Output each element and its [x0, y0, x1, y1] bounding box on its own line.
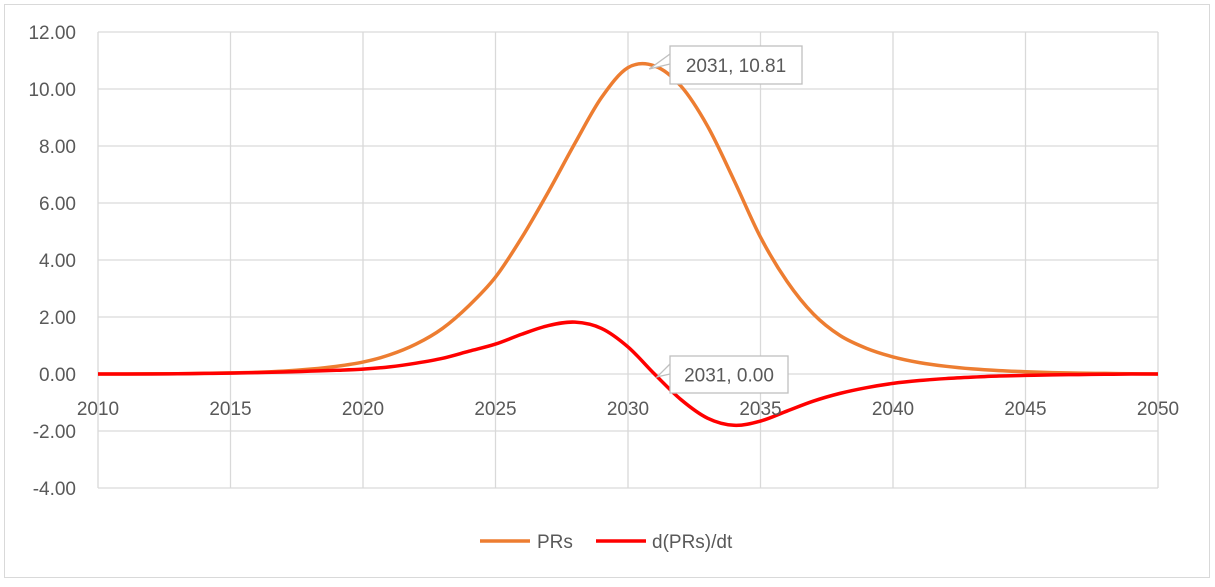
x-tick-label: 2040 — [872, 399, 914, 420]
chart-border — [4, 4, 1210, 578]
legend-label-dprs: d(PRs)/dt — [652, 532, 733, 553]
y-tick-label: -2.00 — [33, 422, 76, 443]
data-callout: 2031, 0.00 — [655, 355, 789, 394]
y-tick-label: 0.00 — [39, 365, 76, 386]
y-tick-label: -4.00 — [33, 479, 76, 500]
x-tick-label: 2030 — [607, 399, 649, 420]
y-tick-label: 6.00 — [39, 194, 76, 215]
callout-label: 2031, 10.81 — [686, 56, 786, 77]
y-tick-label: 12.00 — [28, 23, 76, 44]
x-tick-label: 2045 — [1004, 399, 1046, 420]
callout-label: 2031, 0.00 — [684, 366, 774, 387]
x-tick-label: 2010 — [77, 399, 119, 420]
x-tick-label: 2020 — [342, 399, 384, 420]
series-line-dprs — [97, 320, 1159, 428]
y-tick-label: 10.00 — [28, 80, 76, 101]
x-tick-label: 2035 — [739, 399, 781, 420]
legend: PRs d(PRs)/dt — [480, 532, 733, 553]
y-tick-label: 4.00 — [39, 251, 76, 272]
x-tick-label: 2015 — [209, 399, 251, 420]
data-callout: 2031, 10.81 — [648, 45, 803, 85]
y-tick-label: 8.00 — [39, 137, 76, 158]
x-tick-label: 2025 — [474, 399, 516, 420]
y-tick-label: 2.00 — [39, 308, 76, 329]
legend-label-prs: PRs — [537, 532, 573, 553]
x-tick-label: 2050 — [1137, 399, 1179, 420]
